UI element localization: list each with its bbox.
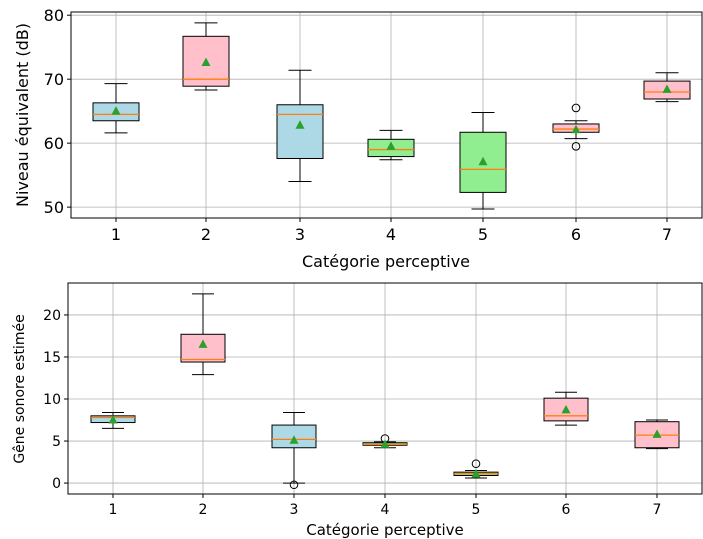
chart-bottom-box-3	[271, 411, 317, 490]
chart-bottom-ytick-label: 0	[52, 476, 61, 492]
chart-bottom-box-2	[180, 293, 226, 376]
mean-marker	[198, 339, 208, 348]
mean-marker	[289, 435, 299, 444]
chart-top-ylabel: Niveau équivalent (dB)	[13, 23, 32, 207]
outlier-point	[571, 103, 581, 113]
outlier-point	[471, 459, 481, 469]
chart-bottom-box-7	[634, 419, 680, 450]
chart-top-xtick-label: 2	[201, 225, 211, 244]
chart-bottom: 1 2 3 4 5 6 7 0 5 10 15 20 Catégorie perceptive Gên…	[12, 282, 703, 539]
outlier-point	[289, 480, 299, 490]
chart-bottom-xtick-label: 5	[472, 502, 481, 518]
chart-bottom-xlabel: Catégorie perceptive	[306, 521, 464, 539]
chart-bottom-xtick-label: 3	[290, 502, 299, 518]
chart-top-xlabel: Catégorie perceptive	[302, 252, 470, 271]
chart-top-ytick-label: 70	[44, 70, 64, 89]
chart-top-xtick-label: 6	[571, 225, 581, 244]
mean-marker	[471, 468, 481, 478]
chart-top-box-5	[459, 111, 507, 210]
chart-bottom-xtick-label: 1	[109, 502, 118, 518]
chart-top-box-4	[367, 129, 415, 161]
chart-top-xtick-label: 3	[295, 225, 305, 244]
mean-marker	[108, 415, 118, 424]
mean-marker	[478, 156, 488, 166]
mean-marker	[662, 84, 672, 93]
chart-top-xtick-label: 5	[478, 225, 488, 244]
chart-bottom-ytick-label: 5	[52, 434, 61, 450]
chart-bottom-xtick-label: 2	[199, 502, 208, 518]
chart-bottom-ylabel: Gêne sonore estimée	[12, 314, 28, 463]
mean-marker	[295, 120, 305, 129]
chart-top-xtick-label: 7	[662, 225, 672, 244]
chart-bottom-xtick-label: 4	[381, 502, 390, 518]
chart-bottom-ytick-label: 15	[43, 350, 61, 366]
chart-top-xtick-label: 1	[111, 225, 121, 244]
chart-bottom-xtick-label: 7	[653, 502, 662, 518]
chart-top-box-6	[552, 103, 600, 151]
mean-marker	[380, 439, 390, 448]
outlier-point	[571, 142, 581, 151]
mean-marker	[201, 57, 211, 67]
chart-top-ytick-label: 60	[44, 134, 64, 153]
mean-marker	[111, 106, 121, 115]
chart-bottom-xtick-label: 6	[562, 502, 571, 518]
mean-marker	[561, 404, 571, 414]
chart-top-ytick-label: 50	[44, 198, 64, 217]
chart-bottom-box-4	[362, 434, 408, 449]
chart-top-frame	[70, 11, 703, 219]
chart-bottom-box-1	[90, 411, 136, 429]
chart-top-box-7	[643, 72, 691, 103]
chart-top-xtick-label: 4	[386, 225, 396, 244]
chart-bottom-box-6	[543, 391, 589, 426]
chart-top-ytick-label: 80	[44, 6, 64, 25]
mean-marker	[571, 124, 581, 134]
box-iqr	[276, 104, 324, 160]
chart-top: 1 2 3 4 5 6 7 50 60 70 80 Catégorie perceptive Niv…	[13, 6, 703, 271]
chart-top-box-3	[276, 69, 324, 183]
chart-bottom-ytick-label: 10	[43, 392, 61, 408]
mean-marker	[652, 429, 662, 438]
mean-marker	[386, 141, 396, 150]
box-iqr	[180, 333, 226, 363]
chart-top-box-2	[182, 22, 230, 91]
chart-bottom-ytick-label: 20	[43, 308, 61, 324]
chart-top-box-1	[92, 83, 140, 134]
chart-bottom-box-5	[453, 459, 499, 479]
